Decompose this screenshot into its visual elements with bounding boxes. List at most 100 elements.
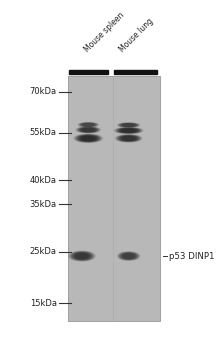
Ellipse shape bbox=[119, 128, 138, 133]
Ellipse shape bbox=[127, 130, 130, 131]
Ellipse shape bbox=[78, 255, 86, 258]
Ellipse shape bbox=[85, 129, 91, 131]
Ellipse shape bbox=[81, 256, 83, 257]
Ellipse shape bbox=[76, 127, 101, 133]
Ellipse shape bbox=[77, 135, 100, 142]
Bar bbox=[114, 70, 157, 74]
Ellipse shape bbox=[123, 137, 135, 140]
Ellipse shape bbox=[126, 138, 132, 139]
Ellipse shape bbox=[77, 127, 99, 133]
Ellipse shape bbox=[71, 252, 93, 260]
Text: 40kDa: 40kDa bbox=[30, 176, 57, 185]
Ellipse shape bbox=[77, 254, 87, 258]
Ellipse shape bbox=[83, 129, 93, 131]
Ellipse shape bbox=[124, 137, 133, 140]
Ellipse shape bbox=[125, 124, 132, 126]
Text: 70kDa: 70kDa bbox=[30, 87, 57, 96]
Ellipse shape bbox=[120, 124, 138, 127]
Ellipse shape bbox=[126, 255, 132, 257]
Ellipse shape bbox=[68, 251, 96, 261]
Ellipse shape bbox=[123, 130, 134, 132]
Ellipse shape bbox=[114, 127, 143, 134]
Ellipse shape bbox=[126, 125, 131, 126]
Ellipse shape bbox=[78, 135, 99, 141]
Ellipse shape bbox=[123, 124, 134, 126]
Ellipse shape bbox=[78, 122, 99, 127]
Ellipse shape bbox=[127, 138, 130, 139]
Bar bbox=[68, 76, 160, 321]
Ellipse shape bbox=[87, 124, 90, 125]
Ellipse shape bbox=[74, 253, 89, 259]
Text: 35kDa: 35kDa bbox=[30, 199, 57, 209]
Ellipse shape bbox=[125, 254, 132, 258]
Ellipse shape bbox=[122, 253, 136, 259]
Ellipse shape bbox=[86, 138, 91, 139]
Ellipse shape bbox=[118, 252, 139, 260]
Ellipse shape bbox=[126, 130, 131, 131]
Text: p53 DINP1: p53 DINP1 bbox=[169, 252, 214, 261]
Ellipse shape bbox=[76, 135, 100, 142]
Ellipse shape bbox=[126, 255, 131, 257]
Ellipse shape bbox=[79, 128, 97, 132]
Ellipse shape bbox=[127, 256, 130, 257]
Ellipse shape bbox=[126, 138, 131, 139]
Ellipse shape bbox=[82, 128, 95, 131]
Ellipse shape bbox=[83, 137, 94, 140]
Ellipse shape bbox=[117, 123, 140, 127]
Ellipse shape bbox=[85, 124, 91, 125]
Ellipse shape bbox=[79, 136, 97, 141]
Ellipse shape bbox=[78, 127, 99, 132]
Ellipse shape bbox=[117, 135, 141, 142]
Ellipse shape bbox=[115, 128, 142, 133]
Ellipse shape bbox=[87, 138, 89, 139]
Ellipse shape bbox=[80, 128, 97, 132]
Ellipse shape bbox=[69, 251, 95, 261]
Ellipse shape bbox=[118, 252, 140, 260]
Ellipse shape bbox=[125, 137, 132, 139]
Ellipse shape bbox=[74, 134, 102, 142]
Ellipse shape bbox=[125, 130, 132, 131]
Ellipse shape bbox=[71, 252, 93, 260]
Ellipse shape bbox=[122, 254, 135, 259]
Ellipse shape bbox=[120, 253, 137, 259]
Ellipse shape bbox=[75, 253, 89, 259]
Ellipse shape bbox=[80, 123, 96, 126]
Ellipse shape bbox=[78, 127, 98, 132]
Ellipse shape bbox=[124, 254, 133, 258]
Text: 55kDa: 55kDa bbox=[30, 128, 57, 137]
Ellipse shape bbox=[81, 128, 96, 132]
Ellipse shape bbox=[81, 123, 96, 126]
Ellipse shape bbox=[116, 135, 141, 142]
Ellipse shape bbox=[82, 136, 95, 140]
Ellipse shape bbox=[70, 252, 94, 261]
Ellipse shape bbox=[128, 138, 129, 139]
Ellipse shape bbox=[118, 123, 140, 127]
Ellipse shape bbox=[120, 253, 138, 259]
Ellipse shape bbox=[122, 129, 135, 132]
Ellipse shape bbox=[82, 124, 95, 126]
Ellipse shape bbox=[122, 136, 135, 140]
Bar bbox=[69, 70, 108, 74]
Ellipse shape bbox=[115, 135, 142, 142]
Ellipse shape bbox=[80, 255, 84, 257]
Ellipse shape bbox=[123, 137, 134, 140]
Ellipse shape bbox=[121, 124, 136, 127]
Ellipse shape bbox=[83, 128, 94, 131]
Text: Mouse lung: Mouse lung bbox=[118, 17, 155, 54]
Ellipse shape bbox=[72, 252, 92, 260]
Text: 25kDa: 25kDa bbox=[30, 247, 57, 256]
Ellipse shape bbox=[117, 252, 140, 260]
Ellipse shape bbox=[120, 136, 137, 141]
Ellipse shape bbox=[80, 123, 97, 127]
Ellipse shape bbox=[80, 136, 96, 141]
Ellipse shape bbox=[116, 128, 142, 133]
Ellipse shape bbox=[117, 128, 140, 133]
Ellipse shape bbox=[75, 135, 101, 142]
Ellipse shape bbox=[77, 254, 87, 258]
Ellipse shape bbox=[120, 129, 137, 132]
Ellipse shape bbox=[116, 128, 141, 133]
Ellipse shape bbox=[121, 136, 136, 140]
Ellipse shape bbox=[81, 136, 96, 140]
Ellipse shape bbox=[84, 137, 92, 140]
Ellipse shape bbox=[117, 135, 140, 141]
